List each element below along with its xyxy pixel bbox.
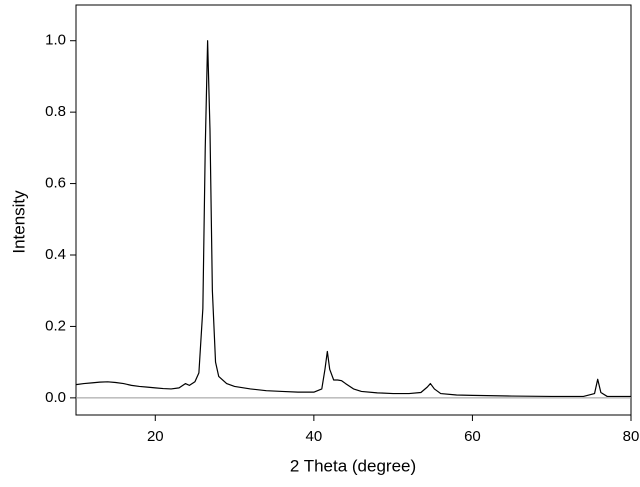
y-tick-label: 1.0	[45, 32, 66, 49]
data-line	[75, 40, 631, 398]
y-tick-label: 0.0	[45, 389, 66, 406]
y-tick-label: 0.8	[45, 103, 66, 120]
x-tick-label: 40	[306, 428, 323, 445]
y-tick-label: 0.4	[45, 246, 66, 263]
x-tick-label: 60	[464, 428, 481, 445]
y-tick-label: 0.2	[45, 317, 66, 334]
plot-frame	[75, 4, 632, 416]
x-axis-label: 2 Theta (degree)	[290, 456, 416, 475]
x-tick-label: 80	[623, 428, 640, 445]
y-axis-label: Intensity	[9, 190, 28, 254]
y-tick-label: 0.6	[45, 175, 66, 192]
x-tick-label: 20	[147, 428, 164, 445]
